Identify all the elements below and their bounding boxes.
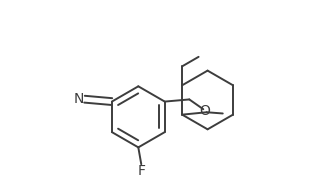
Text: F: F: [137, 164, 145, 178]
Text: N: N: [74, 92, 84, 106]
Text: O: O: [200, 104, 211, 118]
